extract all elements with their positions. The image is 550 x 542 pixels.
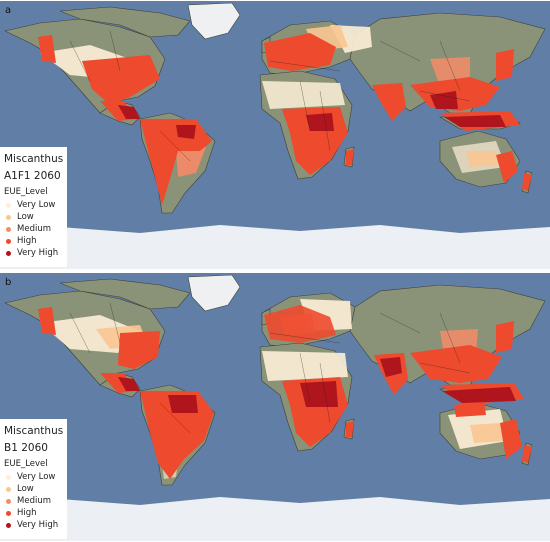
legend-swatch-high (6, 510, 11, 516)
legend-label: Very Low (17, 472, 56, 482)
zone-very-low-sahara (262, 351, 348, 381)
legend-label: Very High (17, 248, 59, 258)
zone-very-low-sahara (262, 81, 345, 109)
legend-swatch-very-high (6, 522, 11, 528)
legend-item: High (4, 235, 67, 247)
legend-label: High (17, 236, 37, 246)
legend-label: Medium (17, 224, 51, 234)
legend-swatch-very-low (6, 474, 11, 480)
zone-high-madagascar (346, 149, 354, 165)
legend-swatch-very-high (6, 250, 11, 256)
legend-item: Very Low (4, 471, 67, 483)
zone-high-pacific-coast (38, 307, 56, 335)
legend-crop: Miscanthus (4, 153, 64, 165)
zone-very-high-ca (118, 377, 140, 391)
greenland (187, 2, 241, 40)
panel-letter: a (5, 5, 12, 16)
zone-very-high-seasia (430, 91, 458, 109)
zone-high-aus-north (454, 401, 486, 417)
legend-field: EUE_Level (4, 459, 48, 469)
zone-very-high-congo (300, 381, 338, 407)
legend-scenario: B1 2060 (4, 442, 48, 454)
legend-swatch-low (6, 486, 11, 492)
map-panel-b: b Miscanthus B1 2060 EUE_Level Very Low … (0, 273, 550, 541)
legend-crop: Miscanthus (4, 425, 64, 437)
zone-very-high-india (380, 357, 402, 377)
zone-very-high-amazon (168, 395, 198, 413)
legend-item: Very Low (4, 199, 67, 211)
legend-label: Very Low (17, 200, 56, 210)
legend-label: Low (17, 484, 34, 494)
zone-high-nz (522, 173, 532, 191)
antarctica (0, 225, 550, 269)
zone-very-high-ca (118, 105, 140, 119)
zone-high-aus-east (500, 419, 522, 459)
zone-high-nz (522, 445, 532, 463)
zone-high-eu (264, 305, 336, 343)
legend-item: Medium (4, 495, 67, 507)
world-map-a (0, 1, 550, 269)
legend: Miscanthus A1F1 2060 EUE_Level Very Low … (0, 147, 67, 267)
zone-high-aus-east (496, 151, 518, 183)
zone-very-high-indonesia (444, 115, 506, 127)
zone-high-us-east (118, 331, 160, 369)
zone-very-high-congo (306, 113, 334, 131)
legend-swatch-medium (6, 498, 11, 504)
panel-letter: b (5, 277, 12, 288)
antarctica (0, 497, 550, 541)
legend-item: High (4, 507, 67, 519)
zone-low-aus (470, 423, 504, 443)
zone-very-high-indonesia (442, 387, 516, 403)
zone-high-japan (496, 49, 514, 81)
canada-arctic (59, 278, 191, 310)
legend: Miscanthus B1 2060 EUE_Level Very Low Lo… (0, 419, 67, 539)
legend-label: Low (17, 212, 34, 222)
suitability-zones (38, 299, 532, 479)
legend-scenario: A1F1 2060 (4, 170, 61, 182)
zone-high-japan (496, 321, 514, 353)
legend-item: Very High (4, 519, 67, 531)
legend-item: Low (4, 483, 67, 495)
zone-high-india (372, 83, 406, 121)
legend-swatch-very-low (6, 202, 11, 208)
greenland (187, 274, 241, 312)
zone-medium-asia (430, 57, 470, 81)
graticule-borders (69, 30, 471, 162)
legend-item: Medium (4, 223, 67, 235)
legend-field: EUE_Level (4, 187, 48, 197)
legend-swatch-medium (6, 226, 11, 232)
zone-high-sa (140, 119, 212, 205)
zone-high-madagascar (346, 421, 354, 437)
legend-item: Very High (4, 247, 67, 259)
zone-high-se-asia (410, 345, 502, 383)
legend-label: Very High (17, 520, 59, 530)
legend-item: Low (4, 211, 67, 223)
zone-high-pacific-coast (38, 35, 56, 63)
legend-label: Medium (17, 496, 51, 506)
legend-swatch-low (6, 214, 11, 220)
graticule-borders (69, 302, 471, 434)
legend-swatch-high (6, 238, 11, 244)
legend-label: High (17, 508, 37, 518)
world-map-b (0, 273, 550, 541)
map-panel-a: a Miscanthus A1F1 2060 EUE_Level Very Lo… (0, 1, 550, 269)
zone-very-high-amazon (176, 125, 196, 139)
zone-high-eu (264, 33, 336, 71)
canada-arctic (59, 6, 191, 38)
zone-low-aus (466, 151, 498, 167)
zone-high-us (82, 55, 160, 105)
suitability-zones (38, 25, 532, 205)
